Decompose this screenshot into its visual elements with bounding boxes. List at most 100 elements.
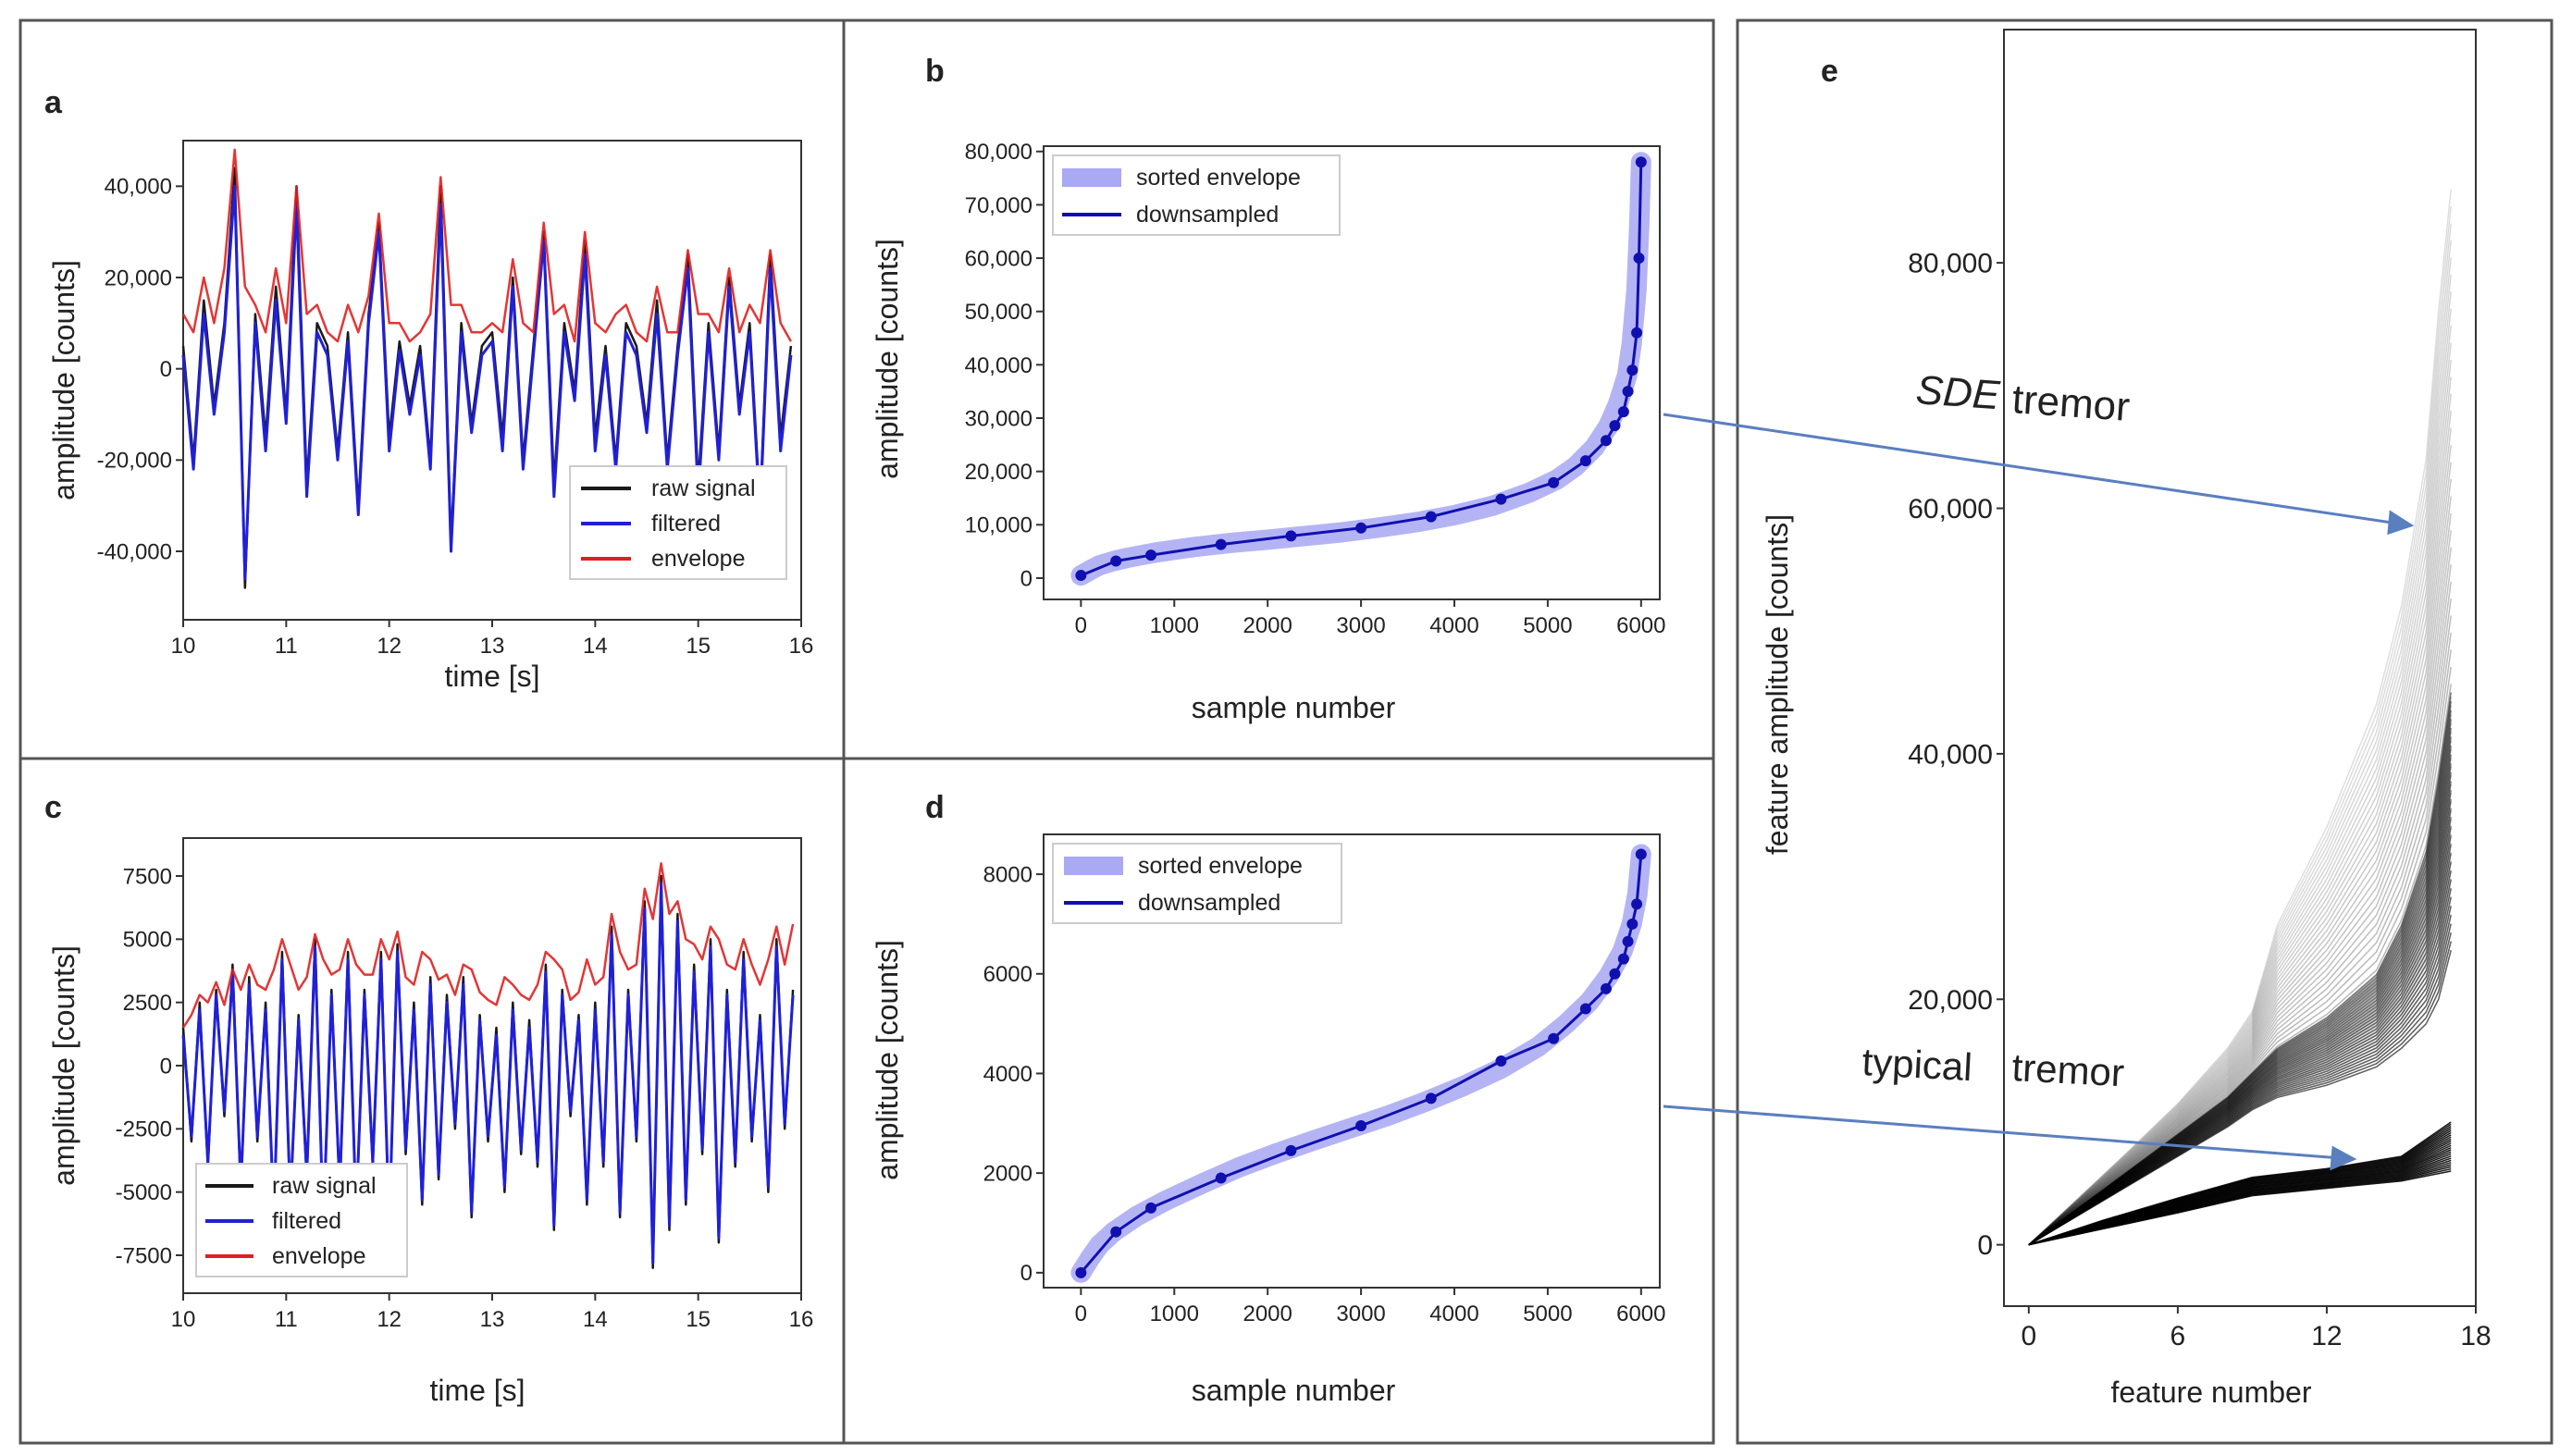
- x-tick-label-b-3: 3000: [1336, 613, 1385, 638]
- point-b-5: [1355, 522, 1367, 534]
- trace-sde-core-29: [2028, 692, 2452, 1246]
- y-tick-label-b-1: 10,000: [965, 513, 1033, 538]
- x-axis-label-a: time [s]: [444, 660, 539, 693]
- trace-sde-59: [2028, 189, 2452, 1246]
- x-tick-label-a-0: 10: [171, 634, 196, 659]
- panel-letter-a: a: [44, 85, 63, 120]
- trace-sde-31: [2028, 666, 2452, 1246]
- panel-a: 10 11 12 13 14 15 16 -40,000 -20,000 0 20,000 40,00…: [47, 140, 814, 693]
- legend-label-raw-signal-c: raw signal: [272, 1173, 377, 1199]
- y-tick-label-a-4: 40,000: [105, 175, 172, 200]
- y-tick-label-c-0: -7500: [116, 1243, 172, 1268]
- arrow-d-to-e: [1663, 1104, 2342, 1160]
- ticks-a: 10 11 12 13 14 15 16 -40,000 -20,000 0 20,000 40,00…: [97, 175, 814, 659]
- trace-sde-40: [2028, 512, 2452, 1246]
- ticks-b: 0 1000 2000 3000 4000 5000 6000 0 10,000 20,000 30…: [965, 140, 1666, 638]
- y-tick-label-b-7: 70,000: [965, 193, 1033, 218]
- x-axis-label-d: sample number: [1192, 1374, 1396, 1407]
- x-tick-label-c-1: 11: [275, 1307, 298, 1332]
- point-b-8: [1548, 476, 1560, 488]
- point-b-0: [1075, 570, 1087, 582]
- ticks-c: 10 11 12 13 14 15 16 -7500 -5000 -2500 0 2500 5000 75…: [116, 864, 814, 1332]
- y-tick-label-b-8: 80,000: [965, 140, 1033, 165]
- series-b: [1070, 152, 1651, 586]
- y-tick-label-d-4: 8000: [983, 862, 1033, 887]
- point-b-3: [1215, 538, 1227, 550]
- trace-sde-49: [2028, 359, 2452, 1246]
- legend-swatch-sorted-envelope: [1062, 168, 1121, 187]
- series-c-filtered: [181, 882, 795, 1265]
- legend-label-downsampled: downsampled: [1136, 202, 1279, 228]
- legend-label-raw-signal: raw signal: [651, 475, 756, 501]
- trace-sde-56: [2028, 240, 2452, 1246]
- legend-c: raw signal filtered envelope: [195, 1163, 408, 1277]
- legend-label-sorted-envelope-d: sorted envelope: [1138, 853, 1303, 879]
- y-tick-label-e-1: 20,000: [1908, 985, 1993, 1016]
- x-tick-label-e-3: 18: [2460, 1321, 2491, 1351]
- point-b-13: [1622, 386, 1634, 398]
- legend-label-downsampled-d: downsampled: [1138, 890, 1280, 916]
- point-b-10: [1600, 435, 1612, 447]
- legend-label-filtered-c: filtered: [272, 1208, 341, 1234]
- y-tick-label-b-5: 50,000: [965, 300, 1033, 325]
- legend-label-envelope-c: envelope: [272, 1243, 365, 1269]
- legend-a: raw signal filtered envelope: [569, 465, 787, 580]
- point-b-6: [1425, 511, 1437, 523]
- y-tick-label-c-1: -5000: [116, 1180, 172, 1205]
- arrowhead-b-to-e: [2387, 510, 2415, 536]
- legend-swatch-sorted-envelope-d: [1064, 857, 1123, 875]
- trace-sde-46: [2028, 411, 2452, 1246]
- point-b-16: [1633, 253, 1645, 265]
- frame-left-block: [19, 19, 1715, 1445]
- point-b-14: [1626, 364, 1638, 376]
- x-tick-label-a-3: 13: [480, 634, 505, 659]
- series-d: [1070, 844, 1651, 1283]
- y-tick-label-c-6: 7500: [123, 864, 172, 889]
- y-tick-label-a-3: 20,000: [105, 265, 172, 290]
- trace-sde-37: [2028, 564, 2452, 1246]
- trace-sde-58: [2028, 205, 2452, 1246]
- y-tick-label-b-6: 60,000: [965, 246, 1033, 271]
- point-b-12: [1617, 406, 1629, 418]
- point-d-3: [1215, 1172, 1227, 1184]
- panel-letter-b: b: [925, 54, 945, 89]
- x-tick-label-a-5: 15: [686, 634, 711, 659]
- connector-arrows: [1663, 413, 2415, 1171]
- trace-sde-48: [2028, 376, 2452, 1246]
- arrow-b-to-e: [1663, 413, 2399, 525]
- panel-b: 0 1000 2000 3000 4000 5000 6000 0 10,000 20,000 30…: [871, 140, 1666, 724]
- x-tick-label-e-2: 12: [2311, 1321, 2342, 1351]
- y-tick-label-d-3: 6000: [983, 962, 1033, 987]
- x-tick-label-a-1: 11: [275, 634, 298, 659]
- y-tick-label-d-1: 2000: [983, 1162, 1033, 1187]
- series-b-downsampled: [1080, 162, 1643, 577]
- arrowhead-d-to-e: [2330, 1145, 2357, 1171]
- trace-sde-36: [2028, 581, 2452, 1246]
- x-tick-label-c-4: 14: [583, 1307, 608, 1332]
- x-axis-label-b: sample number: [1192, 691, 1396, 724]
- trace-sde-33: [2028, 632, 2452, 1246]
- y-tick-label-a-1: -20,000: [97, 449, 172, 474]
- x-tick-label-d-6: 6000: [1616, 1302, 1665, 1326]
- x-tick-label-b-2: 2000: [1243, 613, 1292, 638]
- x-tick-label-d-2: 2000: [1243, 1302, 1292, 1326]
- y-tick-label-e-0: 0: [1977, 1230, 1993, 1261]
- trace-sde-44: [2028, 445, 2452, 1246]
- x-tick-label-e-0: 0: [2021, 1321, 2036, 1351]
- panel-letter-d: d: [925, 790, 945, 825]
- x-tick-label-c-6: 16: [789, 1307, 814, 1332]
- y-tick-label-c-2: -2500: [116, 1117, 172, 1142]
- trace-sde-47: [2028, 393, 2452, 1246]
- x-tick-label-b-0: 0: [1075, 613, 1087, 638]
- trace-sde-32: [2028, 649, 2452, 1246]
- y-tick-label-d-0: 0: [1020, 1261, 1033, 1286]
- y-axis-label-e: feature amplitude [counts]: [1761, 514, 1794, 855]
- series-a: [181, 148, 793, 589]
- trace-sde-41: [2028, 496, 2452, 1246]
- y-axis-label-b: amplitude [counts]: [871, 239, 904, 479]
- trace-sde-42: [2028, 478, 2452, 1246]
- series-a-envelope: [181, 148, 792, 343]
- trace-sde-53: [2028, 291, 2452, 1246]
- legend-label-filtered: filtered: [651, 511, 721, 537]
- ticks-e: 0 6 12 18 0 20,000 40,000 60,000 80,000: [1908, 249, 2491, 1351]
